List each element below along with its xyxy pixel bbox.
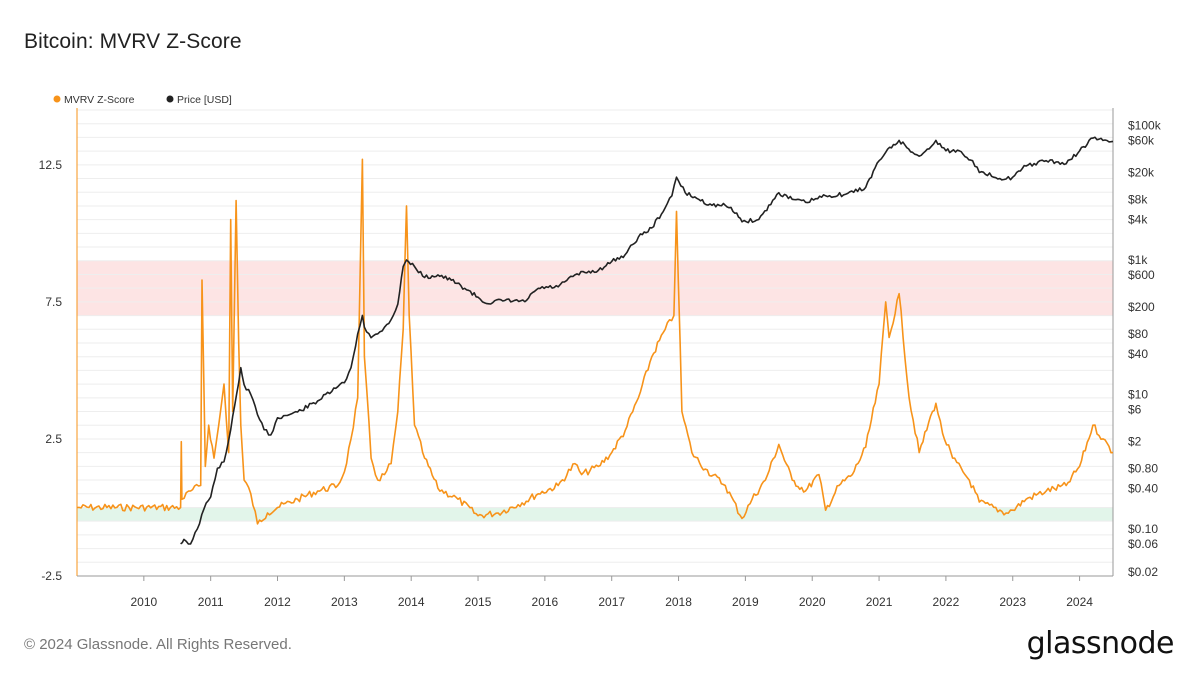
x-tick-label: 2024 — [1066, 595, 1093, 609]
gridlines — [77, 109, 1113, 577]
y-right-tick-label: $0.10 — [1128, 522, 1158, 536]
x-axis-ticks: 2010 2011 2012 2013 2014 2015 2016 2017 2018 2019… — [130, 576, 1093, 609]
band-undervalued — [77, 507, 1113, 522]
y-right-tick-label: $200 — [1128, 300, 1155, 314]
x-tick-label: 2011 — [198, 595, 224, 609]
x-tick-label: 2016 — [532, 595, 559, 609]
y-right-tick-label: $0.80 — [1128, 461, 1158, 475]
x-tick-label: 2023 — [999, 595, 1026, 609]
x-tick-label: 2013 — [331, 595, 358, 609]
x-tick-label: 2017 — [598, 595, 625, 609]
x-tick-label: 2012 — [264, 595, 291, 609]
y-right-tick-label: $600 — [1128, 268, 1155, 282]
x-tick-label: 2019 — [732, 595, 759, 609]
y-left-tick-label: -2.5 — [41, 569, 62, 583]
price-line — [180, 136, 1114, 545]
y-left-ticks: -2.5 2.5 7.5 12.5 — [39, 158, 63, 583]
y-right-tick-label: $0.02 — [1128, 565, 1158, 579]
x-tick-label: 2015 — [465, 595, 492, 609]
legend: MVRV Z-Score Price [USD] — [53, 94, 232, 106]
y-right-tick-label: $0.40 — [1128, 482, 1158, 496]
y-right-tick-label: $2 — [1128, 435, 1142, 449]
y-right-ticks: $100k$60k$20k$8k$4k$1k$600$200$80$40$10$… — [1128, 118, 1162, 579]
x-tick-label: 2010 — [130, 595, 157, 609]
mvrv-zscore-line — [76, 158, 1114, 525]
y-right-tick-label: $1k — [1128, 253, 1148, 267]
x-tick-label: 2020 — [799, 595, 826, 609]
y-right-tick-label: $100k — [1128, 118, 1162, 132]
y-right-tick-label: $40 — [1128, 347, 1148, 361]
x-tick-label: 2014 — [398, 595, 425, 609]
y-right-tick-label: $8k — [1128, 192, 1148, 206]
axes — [76, 108, 1114, 577]
series-lines — [76, 136, 1114, 545]
copyright-notice: © 2024 Glassnode. All Rights Reserved. — [24, 636, 292, 653]
legend-mvrv-marker — [53, 95, 61, 103]
x-tick-label: 2022 — [933, 595, 960, 609]
legend-price-label: Price [USD] — [177, 94, 232, 106]
y-right-tick-label: $10 — [1128, 387, 1148, 401]
y-right-tick-label: $6 — [1128, 402, 1142, 416]
glassnode-logo: glassnode — [1026, 626, 1175, 661]
x-tick-label: 2018 — [665, 595, 692, 609]
y-left-tick-label: 7.5 — [45, 295, 62, 309]
legend-price-marker — [166, 95, 174, 103]
chart-title: Bitcoin: MVRV Z-Score — [24, 30, 242, 53]
y-left-tick-label: 12.5 — [39, 158, 63, 172]
y-right-tick-label: $0.06 — [1128, 537, 1158, 551]
y-right-tick-label: $80 — [1128, 327, 1148, 341]
y-right-tick-label: $20k — [1128, 166, 1155, 180]
y-right-tick-label: $4k — [1128, 213, 1148, 227]
legend-mvrv-label: MVRV Z-Score — [64, 94, 135, 106]
y-right-tick-label: $60k — [1128, 133, 1155, 147]
y-left-tick-label: 2.5 — [45, 432, 62, 446]
x-tick-label: 2021 — [866, 595, 893, 609]
